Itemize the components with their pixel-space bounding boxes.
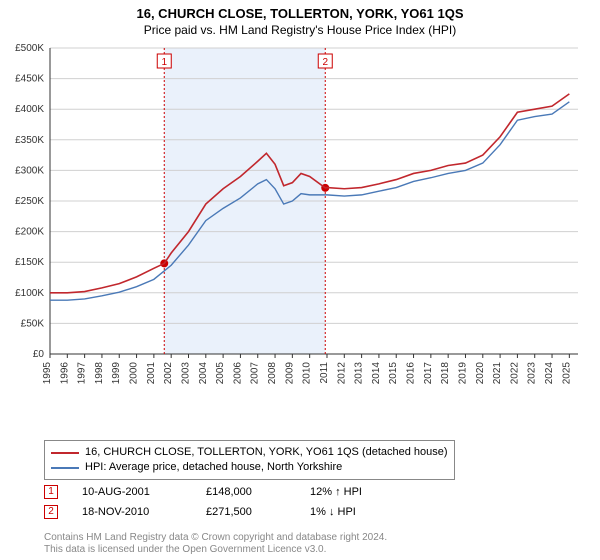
legend: 16, CHURCH CLOSE, TOLLERTON, YORK, YO61 …: [44, 440, 455, 480]
x-tick-label: 2024: [544, 362, 555, 385]
y-tick-label: £100K: [15, 288, 44, 299]
legend-swatch: [51, 467, 79, 469]
y-tick-label: £0: [33, 349, 45, 360]
x-tick-label: 2007: [250, 362, 261, 385]
y-tick-label: £400K: [15, 104, 44, 115]
sale-delta: 12% ↑ HPI: [310, 482, 362, 502]
footer-line-2: This data is licensed under the Open Gov…: [44, 544, 387, 556]
y-tick-label: £150K: [15, 257, 44, 268]
chart-container: 16, CHURCH CLOSE, TOLLERTON, YORK, YO61 …: [0, 0, 600, 560]
sale-price: £271,500: [206, 502, 286, 522]
footer-line-1: Contains HM Land Registry data © Crown c…: [44, 532, 387, 544]
chart-subtitle: Price paid vs. HM Land Registry's House …: [0, 21, 600, 41]
y-tick-label: £300K: [15, 165, 44, 176]
legend-item: HPI: Average price, detached house, Nort…: [51, 460, 448, 475]
x-tick-label: 2022: [509, 362, 520, 385]
sale-marker-number: 2: [322, 57, 328, 68]
y-tick-label: £350K: [15, 135, 44, 146]
x-tick-label: 2014: [371, 362, 382, 385]
x-tick-label: 2023: [527, 362, 538, 385]
y-tick-label: £450K: [15, 74, 44, 85]
x-tick-label: 2013: [354, 362, 365, 385]
x-tick-label: 2020: [475, 362, 486, 385]
y-tick-label: £50K: [21, 318, 45, 329]
sale-price: £148,000: [206, 482, 286, 502]
sale-marker-number: 1: [161, 57, 167, 68]
x-tick-label: 2018: [440, 362, 451, 385]
sale-date: 10-AUG-2001: [82, 482, 182, 502]
sales-list: 1 10-AUG-2001 £148,000 12% ↑ HPI 2 18-NOV-201…: [44, 482, 362, 522]
x-tick-label: 1999: [111, 362, 122, 385]
y-tick-label: £200K: [15, 227, 44, 238]
x-tick-label: 1997: [77, 362, 88, 385]
x-tick-label: 2008: [267, 362, 278, 385]
x-tick-label: 2016: [406, 362, 417, 385]
legend-label: HPI: Average price, detached house, Nort…: [85, 460, 342, 475]
sale-delta: 1% ↓ HPI: [310, 502, 356, 522]
x-tick-label: 2015: [388, 362, 399, 385]
x-tick-label: 1995: [42, 362, 53, 385]
x-tick-label: 2012: [336, 362, 347, 385]
legend-label: 16, CHURCH CLOSE, TOLLERTON, YORK, YO61 …: [85, 445, 448, 460]
x-tick-label: 2003: [180, 362, 191, 385]
footer-text: Contains HM Land Registry data © Crown c…: [44, 532, 387, 556]
x-tick-label: 2025: [561, 362, 572, 385]
x-tick-label: 2009: [284, 362, 295, 385]
sale-marker-badge: 2: [44, 505, 58, 519]
line-chart: £0£50K£100K£150K£200K£250K£300K£350K£400…: [44, 42, 584, 402]
x-tick-label: 2000: [129, 362, 140, 385]
x-tick-label: 2001: [146, 362, 157, 385]
y-tick-label: £500K: [15, 43, 44, 54]
x-tick-label: 2004: [198, 362, 209, 385]
x-tick-label: 2005: [215, 362, 226, 385]
y-tick-label: £250K: [15, 196, 44, 207]
x-tick-label: 1998: [94, 362, 105, 385]
chart-title: 16, CHURCH CLOSE, TOLLERTON, YORK, YO61 …: [0, 0, 600, 21]
x-tick-label: 2002: [163, 362, 174, 385]
x-tick-label: 2019: [457, 362, 468, 385]
x-tick-label: 2006: [232, 362, 243, 385]
legend-swatch: [51, 452, 79, 454]
x-tick-label: 2017: [423, 362, 434, 385]
legend-item: 16, CHURCH CLOSE, TOLLERTON, YORK, YO61 …: [51, 445, 448, 460]
x-tick-label: 2021: [492, 362, 503, 385]
x-tick-label: 1996: [59, 362, 70, 385]
x-tick-label: 2011: [319, 362, 330, 384]
sale-row: 1 10-AUG-2001 £148,000 12% ↑ HPI: [44, 482, 362, 502]
x-tick-label: 2010: [302, 362, 313, 385]
sale-row: 2 18-NOV-2010 £271,500 1% ↓ HPI: [44, 502, 362, 522]
sale-date: 18-NOV-2010: [82, 502, 182, 522]
sale-marker-badge: 1: [44, 485, 58, 499]
